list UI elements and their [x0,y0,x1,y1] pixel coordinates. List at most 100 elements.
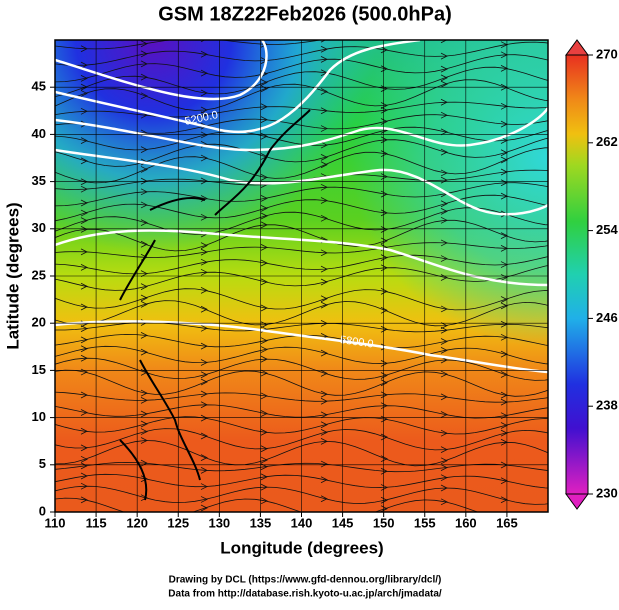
stream-arrow [380,415,388,423]
axes: 110 115 120 125 130 135 140 145 150 155 160 165 0 5 10… [32,46,619,530]
stream-arrow [80,74,88,82]
x-tick-label: 160 [455,515,477,530]
x-tick-label: 145 [332,515,354,530]
stream-arrow [260,195,268,202]
stream-arrow [380,505,388,512]
stream-arrow [200,454,208,461]
stream-arrow [320,370,328,377]
stream-arrow [140,420,148,428]
colorbar-tick-label: 246 [596,310,618,325]
stream-arrow [80,455,88,463]
stream-arrow [320,88,328,95]
stream-arrow [200,432,208,440]
stream-arrow [381,31,387,37]
stream-arrow [260,497,268,505]
colorbar-tick-label: 262 [596,134,618,149]
x-tick-label: 130 [208,515,230,530]
stream-arrow [140,240,148,248]
stream-arrow [260,369,268,377]
stream-arrow [140,73,148,81]
y-tick-label: 20 [32,315,46,330]
x-tick-label: 115 [86,515,107,530]
streamline [55,147,548,184]
contours [55,40,548,374]
y-tick-label: 30 [32,220,46,235]
stream-arrow [80,217,88,224]
stream-arrow [200,242,208,249]
streamline [55,288,548,311]
footer: Data from http://database.rish.kyoto-u.a… [168,589,442,600]
contour-label: 5800.0 [339,334,374,351]
stream-arrow [440,80,448,88]
stream-arrow [80,496,88,504]
streamline [55,79,548,111]
streamline [55,300,548,327]
stream-arrow [380,433,388,441]
streamline [55,40,467,50]
stream-arrow [320,301,328,309]
stream-arrow [380,150,388,158]
stream-arrow [320,278,328,286]
colorbar-over [565,39,589,56]
stream-arrow [440,200,448,208]
stream-arrow [440,274,448,281]
y-tick-label: 10 [32,409,46,424]
stream-arrow [140,219,148,226]
y-tick-label: 15 [32,362,46,377]
x-tick-label: 140 [291,515,313,530]
streamline [55,194,548,222]
stream-arrow [140,475,148,483]
streamline [55,182,548,207]
colorbar-tick-label: 238 [596,398,618,413]
streamline [55,391,548,403]
stream-arrow [440,74,448,82]
y-tick-label: 40 [32,126,46,141]
streamline [55,137,548,167]
stream-arrow [260,278,268,286]
stream-arrow [501,32,507,38]
streamline [55,345,548,365]
coastline [119,109,311,501]
stream-arrow [200,131,208,139]
stream-arrow [80,157,88,165]
stream-arrow [200,378,208,386]
stream-arrow [440,370,448,378]
stream-arrow [140,283,148,290]
stream-arrow [440,65,448,73]
stream-arrow [320,40,327,43]
stream-arrow [380,237,388,245]
y-tick-label: 5 [39,456,46,471]
y-tick-label: 0 [39,503,46,518]
y-tick-label: 45 [32,79,46,94]
stream-arrow [380,118,388,125]
stream-arrow [260,212,268,220]
x-tick-label: 110 [45,515,66,530]
stream-arrow [260,79,268,86]
stream-arrow [200,286,208,294]
stream-arrow [140,92,148,100]
stream-arrow [440,498,448,506]
colorbar-tick-label: 254 [596,222,618,237]
stream-arrow [320,495,328,503]
stream-arrow [320,161,328,169]
stream-arrow [320,428,328,436]
stream-arrow [321,515,327,521]
streamline [55,101,548,118]
stream-arrow [320,349,328,357]
streamline [55,219,548,252]
stream-arrow [200,69,208,77]
stream-arrow [200,40,206,43]
stream-arrow [260,205,268,212]
stream-arrow [320,421,328,429]
x-tick-label: 125 [167,515,189,530]
stream-arrow [260,456,268,464]
stream-arrow [440,148,448,156]
x-axis-label: Longitude (degrees) [220,538,383,557]
stream-arrow [380,455,388,463]
stream-arrow [200,504,208,512]
y-axis-label: Latitude (degrees) [3,202,22,349]
streamline [55,369,548,397]
stream-arrow [80,209,88,217]
stream-arrow [320,214,328,222]
